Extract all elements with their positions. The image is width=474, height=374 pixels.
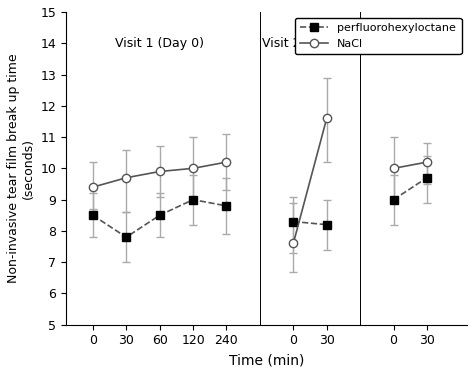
Text: Visit 1 (Day 0): Visit 1 (Day 0) (115, 37, 204, 50)
Text: Visit 2 (Day 15): Visit 2 (Day 15) (262, 37, 358, 50)
X-axis label: Time (min): Time (min) (229, 353, 304, 367)
Legend: perfluorohexyloctane, NaCl: perfluorohexyloctane, NaCl (295, 18, 462, 54)
Y-axis label: Non-invasive tear film break up time
(seconds): Non-invasive tear film break up time (se… (7, 53, 35, 283)
Text: Visit 3 (Day 30): Visit 3 (Day 30) (362, 37, 459, 50)
